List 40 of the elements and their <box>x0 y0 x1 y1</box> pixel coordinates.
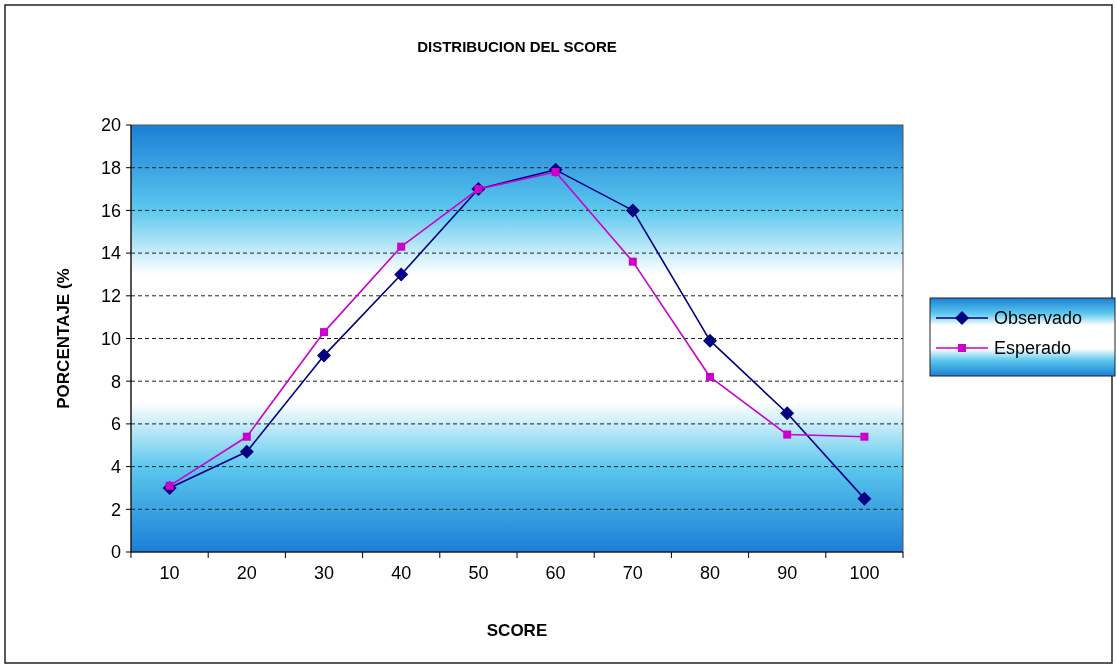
y-tick-label: 20 <box>100 115 121 136</box>
point <box>394 267 409 282</box>
legend-label: Observado <box>994 308 1083 329</box>
x-tick-label: 100 <box>849 563 880 583</box>
point <box>860 432 869 441</box>
y-tick-label: 0 <box>110 542 121 563</box>
point <box>625 203 640 218</box>
point <box>857 491 872 506</box>
point <box>320 328 328 337</box>
y-tick-label: 18 <box>100 158 121 178</box>
point <box>242 432 251 441</box>
point <box>317 348 331 363</box>
point <box>706 372 714 381</box>
x-tick-label: 60 <box>545 563 566 583</box>
x-axis-title: SCORE <box>486 621 548 640</box>
x-tick-label: 40 <box>391 563 412 583</box>
y-tick-label: 6 <box>110 414 121 435</box>
point <box>783 430 792 439</box>
y-tick-label: 16 <box>100 200 121 221</box>
y-tick-label: 10 <box>100 328 121 349</box>
chart-title: DISTRIBUCION DEL SCORE <box>417 38 617 55</box>
point <box>628 257 637 266</box>
x-tick-label: 80 <box>699 563 721 583</box>
x-tick-label: 70 <box>622 563 643 583</box>
legend-label: Esperado <box>994 338 1072 359</box>
x-tick-label: 50 <box>468 563 489 583</box>
y-tick-label: 2 <box>110 499 121 520</box>
x-tick-label: 20 <box>236 563 257 583</box>
point <box>397 242 406 251</box>
y-tick-label: 4 <box>110 456 121 477</box>
point <box>703 333 717 348</box>
y-tick-label: 14 <box>100 243 121 264</box>
y-tick-label: 8 <box>110 371 121 392</box>
y-axis-title: PORCENTAJE (% <box>54 268 73 409</box>
x-tick-label: 30 <box>313 563 335 583</box>
point <box>239 444 254 459</box>
point <box>780 406 795 421</box>
y-tick-label: 12 <box>100 286 121 307</box>
x-tick-label: 10 <box>159 563 180 583</box>
x-tick-label: 90 <box>777 563 798 583</box>
